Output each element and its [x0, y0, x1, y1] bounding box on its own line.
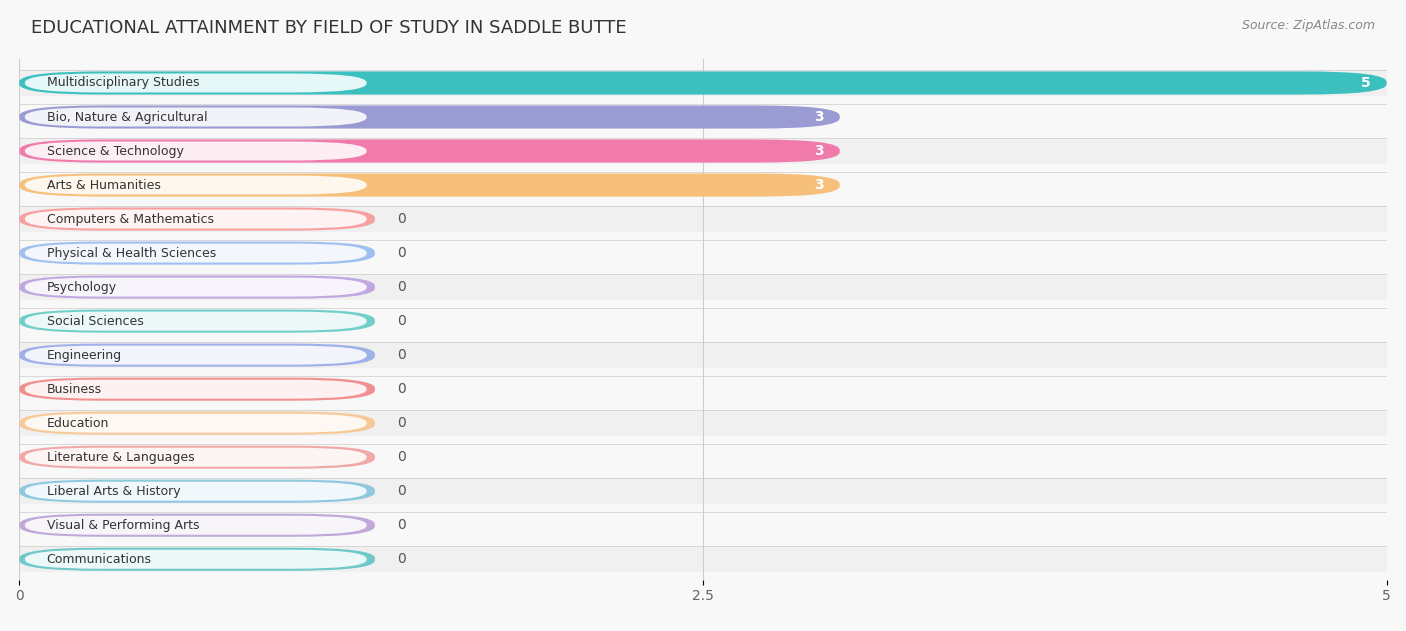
FancyBboxPatch shape [20, 276, 375, 298]
Bar [20, 274, 1386, 300]
Text: Bio, Nature & Agricultural: Bio, Nature & Agricultural [46, 110, 207, 124]
Bar [20, 70, 1386, 96]
Text: Communications: Communications [46, 553, 152, 566]
FancyBboxPatch shape [25, 380, 367, 399]
Text: Literature & Languages: Literature & Languages [46, 451, 194, 464]
Text: 0: 0 [396, 552, 405, 566]
Text: EDUCATIONAL ATTAINMENT BY FIELD OF STUDY IN SADDLE BUTTE: EDUCATIONAL ATTAINMENT BY FIELD OF STUDY… [31, 19, 627, 37]
Text: Social Sciences: Social Sciences [46, 315, 143, 327]
FancyBboxPatch shape [25, 107, 367, 126]
Bar [20, 206, 1386, 232]
Text: Multidisciplinary Studies: Multidisciplinary Studies [46, 76, 200, 90]
FancyBboxPatch shape [25, 175, 367, 194]
FancyBboxPatch shape [25, 141, 367, 160]
Bar [20, 444, 1386, 470]
FancyBboxPatch shape [25, 278, 367, 297]
Text: Liberal Arts & History: Liberal Arts & History [46, 485, 180, 498]
Bar [20, 478, 1386, 504]
FancyBboxPatch shape [25, 244, 367, 262]
Text: 0: 0 [396, 484, 405, 498]
FancyBboxPatch shape [20, 548, 375, 571]
Bar [20, 342, 1386, 368]
Text: Source: ZipAtlas.com: Source: ZipAtlas.com [1241, 19, 1375, 32]
Text: Visual & Performing Arts: Visual & Performing Arts [46, 519, 200, 532]
Bar [20, 512, 1386, 538]
Text: 0: 0 [396, 314, 405, 328]
FancyBboxPatch shape [20, 139, 839, 163]
Text: Arts & Humanities: Arts & Humanities [46, 179, 160, 192]
Text: Physical & Health Sciences: Physical & Health Sciences [46, 247, 217, 259]
FancyBboxPatch shape [25, 481, 367, 500]
FancyBboxPatch shape [20, 411, 375, 435]
FancyBboxPatch shape [20, 480, 375, 503]
FancyBboxPatch shape [20, 174, 839, 197]
FancyBboxPatch shape [20, 514, 375, 537]
Text: 3: 3 [814, 144, 824, 158]
FancyBboxPatch shape [25, 414, 367, 433]
Bar [20, 376, 1386, 402]
FancyBboxPatch shape [20, 105, 839, 129]
Text: Business: Business [46, 382, 101, 396]
FancyBboxPatch shape [25, 448, 367, 467]
Text: Engineering: Engineering [46, 349, 122, 362]
Text: 0: 0 [396, 212, 405, 226]
FancyBboxPatch shape [20, 310, 375, 333]
Text: 0: 0 [396, 416, 405, 430]
Text: 0: 0 [396, 518, 405, 532]
FancyBboxPatch shape [25, 346, 367, 365]
Text: Science & Technology: Science & Technology [46, 144, 184, 158]
FancyBboxPatch shape [20, 71, 1386, 95]
Bar [20, 410, 1386, 436]
Text: Psychology: Psychology [46, 281, 117, 293]
Text: 0: 0 [396, 348, 405, 362]
Bar [20, 308, 1386, 334]
Bar [20, 546, 1386, 572]
Text: Education: Education [46, 416, 110, 430]
Bar [20, 104, 1386, 130]
Text: 3: 3 [814, 178, 824, 192]
Bar [20, 138, 1386, 164]
Text: 0: 0 [396, 382, 405, 396]
Text: 5: 5 [1361, 76, 1371, 90]
FancyBboxPatch shape [25, 209, 367, 228]
FancyBboxPatch shape [20, 343, 375, 367]
FancyBboxPatch shape [25, 550, 367, 569]
Text: 0: 0 [396, 246, 405, 260]
FancyBboxPatch shape [20, 445, 375, 469]
Text: 0: 0 [396, 450, 405, 464]
FancyBboxPatch shape [25, 516, 367, 534]
FancyBboxPatch shape [20, 377, 375, 401]
Text: 0: 0 [396, 280, 405, 294]
Text: 3: 3 [814, 110, 824, 124]
FancyBboxPatch shape [20, 242, 375, 264]
FancyBboxPatch shape [20, 208, 375, 230]
Bar [20, 172, 1386, 198]
FancyBboxPatch shape [25, 312, 367, 331]
Bar [20, 240, 1386, 266]
Text: Computers & Mathematics: Computers & Mathematics [46, 213, 214, 225]
FancyBboxPatch shape [25, 73, 367, 93]
